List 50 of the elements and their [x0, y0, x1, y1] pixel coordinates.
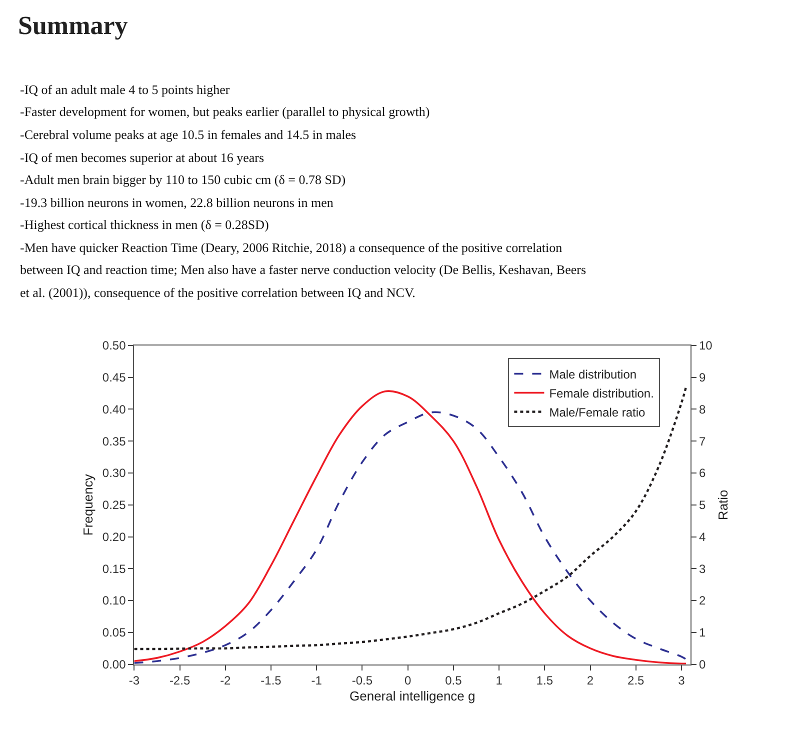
x-tick-label: -3 — [128, 674, 140, 688]
y-tick-label: 0.40 — [102, 402, 126, 416]
y-tick-label: 0.25 — [102, 498, 126, 512]
x-tick-label: 2 — [586, 674, 594, 688]
text: -IQ of an adult male 4 to 5 points higher — [20, 82, 230, 97]
text: -IQ of men becomes superior at about 16 years — [20, 150, 264, 165]
x-tick-label: -1.5 — [260, 674, 282, 688]
y-tick-label: 0.30 — [102, 466, 126, 480]
y2-tick-label: 5 — [699, 498, 706, 512]
y2-tick-label: 10 — [699, 338, 713, 353]
legend-label: Male/Female ratio — [549, 405, 646, 420]
y2-axis-title: Ratio — [715, 490, 730, 520]
text: -Cerebral volume peaks at age 10.5 in females and 14.5 in males — [20, 127, 356, 142]
text: -Highest cortical thickness in men (δ = 0.28SD) — [20, 217, 269, 232]
y-tick-label: 0.20 — [102, 530, 126, 544]
x-tick-label: 0 — [404, 674, 412, 688]
x-tick-label: 3 — [678, 674, 686, 688]
legend-label: Male distribution — [549, 367, 637, 382]
x-tick-label: 1.5 — [536, 674, 554, 688]
text: -Men have quicker Reaction Time (Deary, 2006 Ritchie, 2018) a consequence of the positive correlation between IQ and reaction time; Men also have a faster nerve conduction velocity (De Bellis, Keshavan, Beers et al. (2001)), consequence of the positive correlation between IQ and NCV. — [20, 240, 586, 300]
y2-tick-label: 1 — [699, 626, 706, 640]
x-tick-label: -2 — [220, 674, 232, 688]
y2-tick-label: 2 — [699, 594, 706, 608]
y-tick-label: 0.50 — [102, 338, 126, 353]
y2-tick-label: 0 — [699, 658, 706, 672]
y2-tick-label: 6 — [699, 466, 706, 480]
y-tick-label: 0.05 — [102, 626, 126, 640]
y2-tick-label: 4 — [699, 530, 706, 544]
text: -Faster development for women, but peaks earlier (parallel to physical growth) — [20, 104, 430, 119]
y-axis-title: Frequency — [80, 474, 96, 536]
y2-tick-label: 3 — [699, 562, 706, 576]
y2-tick-label: 7 — [699, 434, 706, 448]
y2-tick-label: 8 — [699, 402, 706, 416]
y-tick-label: 0.10 — [102, 594, 126, 608]
x-tick-label: -1 — [311, 674, 322, 688]
x-tick-label: 1 — [496, 674, 503, 688]
x-tick-label: 2.5 — [628, 674, 645, 688]
x-tick-label: 0.5 — [445, 674, 462, 688]
y-tick-label: 0.45 — [102, 370, 126, 385]
chart-title: Summary — [18, 11, 128, 40]
text: -Adult men brain bigger by 110 to 150 cubic cm (δ = 0.78 SD) — [20, 172, 346, 187]
x-tick-label: -0.5 — [352, 674, 373, 688]
x-axis-title: General intelligence g — [350, 688, 476, 704]
y2-tick-label: 9 — [699, 370, 706, 385]
y-tick-label: 0.35 — [102, 434, 126, 448]
y-tick-label: 0.15 — [102, 562, 126, 576]
x-tick-label: -2.5 — [169, 674, 190, 688]
y-tick-label: 0.00 — [102, 658, 126, 672]
text: -19.3 billion neurons in women, 22.8 billion neurons in men — [20, 195, 334, 210]
legend-label: Female distribution. — [549, 386, 654, 400]
